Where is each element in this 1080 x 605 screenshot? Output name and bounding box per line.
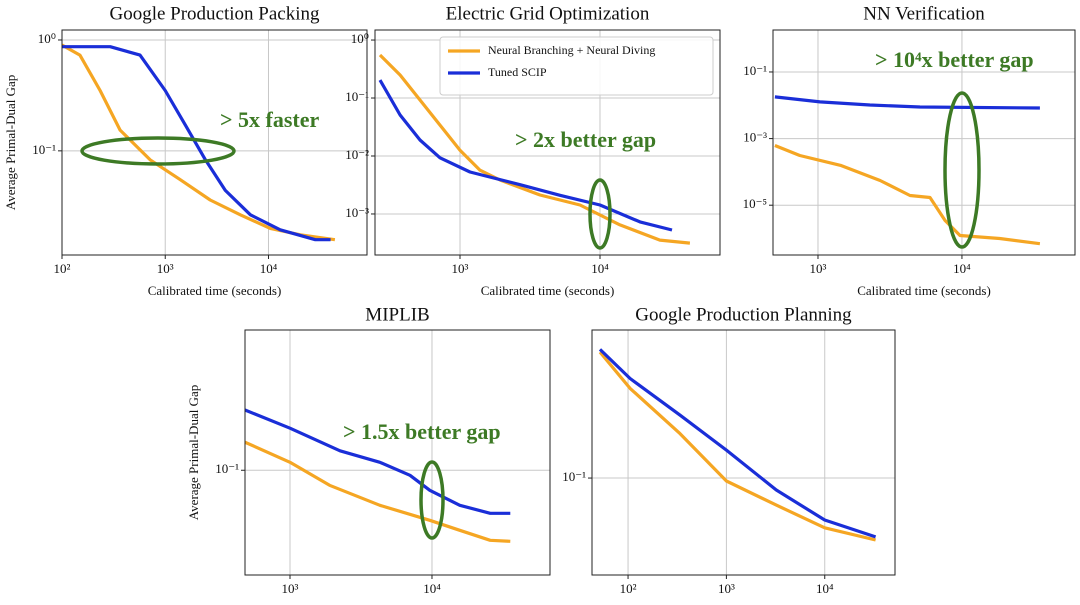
highlight-ellipse bbox=[419, 460, 445, 540]
series-line bbox=[245, 408, 511, 515]
x-tick-label: 10⁴ bbox=[591, 261, 609, 276]
series-line bbox=[245, 440, 511, 543]
y-tick-label: 10⁻¹ bbox=[743, 63, 767, 78]
legend-box bbox=[439, 36, 714, 96]
y-axis-label: Average Primal-Dual Gap bbox=[186, 385, 201, 520]
series-line bbox=[598, 351, 876, 542]
chart-title: NN Verification bbox=[863, 3, 985, 24]
x-tick-label: 10³ bbox=[810, 261, 827, 276]
subplot: 10² 10³ 10⁴ 10⁻¹ Google Production Planning C… bbox=[562, 304, 896, 605]
annotation: > 1.5x better gap bbox=[343, 419, 501, 444]
highlight-ellipse bbox=[588, 178, 612, 250]
chart-title: MIPLIB bbox=[365, 304, 429, 325]
chart-title: Electric Grid Optimization bbox=[446, 3, 650, 24]
plot-frame bbox=[244, 329, 551, 576]
x-tick-label: 10³ bbox=[282, 581, 299, 596]
y-tick-label: 10⁻³ bbox=[743, 130, 767, 145]
chart-title: Google Production Planning bbox=[635, 304, 852, 325]
x-tick-label: 10⁴ bbox=[953, 261, 971, 276]
plot-area bbox=[773, 30, 1075, 255]
x-tick-label: 10⁴ bbox=[423, 581, 441, 596]
x-tick-label: 10⁴ bbox=[816, 581, 834, 596]
legend-label: Neural Branching + Neural Diving bbox=[488, 43, 655, 57]
x-tick-label: 10² bbox=[54, 261, 71, 276]
series-line bbox=[774, 144, 1041, 246]
series-line bbox=[378, 53, 691, 245]
annotation: > 10⁴x better gap bbox=[875, 47, 1034, 72]
plot-frame bbox=[61, 29, 368, 256]
y-tick-label: 10⁻³ bbox=[345, 205, 369, 220]
series-line bbox=[378, 79, 673, 232]
legend-label: Tuned SCIP bbox=[488, 65, 547, 79]
plot-area bbox=[592, 330, 895, 575]
y-tick-label: 10⁻² bbox=[345, 147, 369, 162]
x-tick-label: 10⁴ bbox=[260, 261, 278, 276]
y-tick-label: 10⁻¹ bbox=[215, 461, 239, 476]
x-axis-label: Calibrated time (seconds) bbox=[677, 603, 811, 605]
y-tick-label: 10⁰ bbox=[38, 31, 56, 46]
x-tick-label: 10² bbox=[620, 581, 637, 596]
plot-frame bbox=[772, 29, 1076, 256]
plot-area bbox=[245, 330, 550, 575]
x-axis-label: Calibrated time (seconds) bbox=[331, 603, 465, 605]
y-axis-label: Average Primal-Dual Gap bbox=[3, 75, 18, 210]
subplot: 10³ 10⁴ 10⁻¹ MIPLIB Calibrated time (seconds… bbox=[186, 304, 551, 605]
x-axis-label: Calibrated time (seconds) bbox=[481, 283, 615, 298]
x-tick-label: 10³ bbox=[452, 261, 469, 276]
highlight-ellipse bbox=[943, 91, 981, 249]
subplot: 10³ 10⁴ 10⁻¹ 10⁻³ 10⁻⁵ NN Verification Calibra… bbox=[743, 3, 1076, 298]
subplot: 10² 10³ 10⁴ 10⁰ 10⁻¹ Google Production Packin… bbox=[3, 3, 368, 298]
subplot: 10³ 10⁴ 10⁰ 10⁻¹ 10⁻² 10⁻³ Electric Grid Optim… bbox=[345, 3, 721, 298]
x-axis-label: Calibrated time (seconds) bbox=[857, 283, 991, 298]
chart-title: Google Production Packing bbox=[109, 3, 320, 24]
annotation: > 5x faster bbox=[220, 107, 320, 132]
highlight-ellipse bbox=[80, 136, 236, 166]
y-tick-label: 10⁻¹ bbox=[32, 142, 56, 157]
annotation: > 2x better gap bbox=[515, 127, 656, 152]
y-tick-label: 10⁻¹ bbox=[562, 469, 586, 484]
plot-frame bbox=[374, 29, 721, 256]
x-tick-label: 10³ bbox=[718, 581, 735, 596]
x-tick-label: 10³ bbox=[157, 261, 174, 276]
series-line bbox=[774, 95, 1040, 110]
plot-frame bbox=[591, 329, 896, 576]
y-tick-label: 10⁻⁵ bbox=[743, 196, 767, 211]
x-axis-label: Calibrated time (seconds) bbox=[148, 283, 282, 298]
y-tick-label: 10⁻¹ bbox=[345, 89, 369, 104]
y-tick-label: 10⁰ bbox=[351, 31, 369, 46]
series-line bbox=[598, 348, 877, 539]
